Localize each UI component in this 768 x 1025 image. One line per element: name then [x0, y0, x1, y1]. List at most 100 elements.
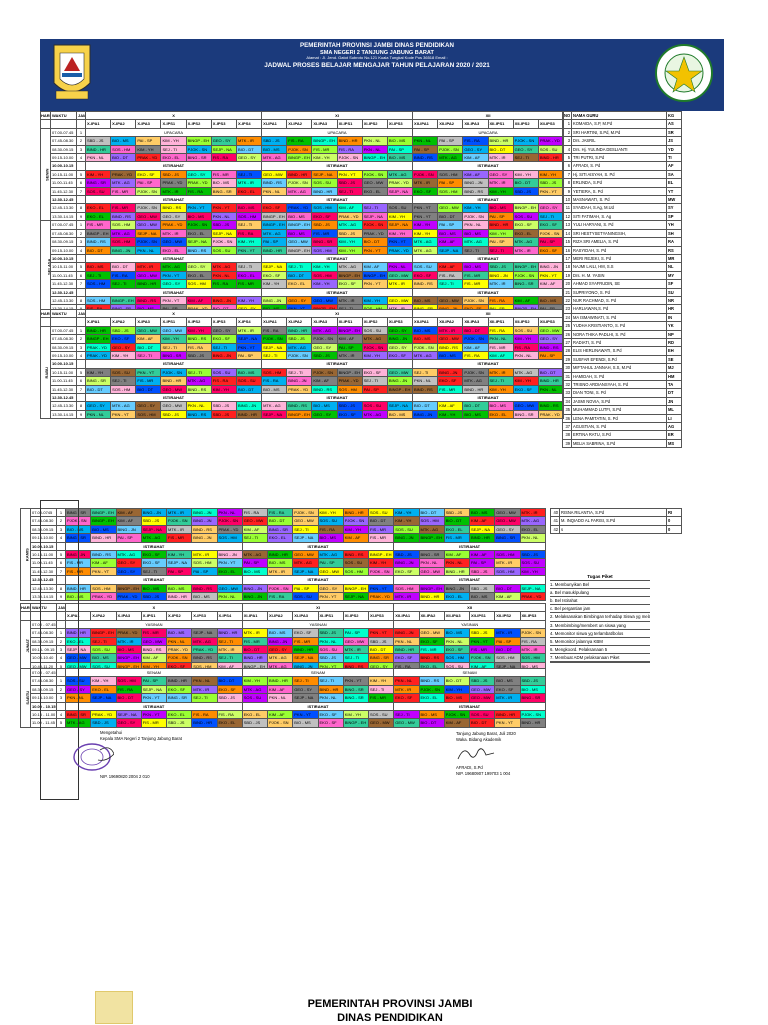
lesson-cell: PJOK - SN — [361, 220, 388, 230]
lesson-cell: BIO - MS — [90, 653, 117, 663]
lesson-cell: GEO - MW — [468, 693, 496, 703]
lesson-cell: BIND - HR — [84, 144, 112, 155]
teacher-no: 35 — [562, 405, 572, 415]
lesson-cell: PJOK - SN — [185, 220, 212, 230]
lesson-cell: SEJP - NA — [261, 409, 288, 420]
class-header-xii-ipa1: XII-IPA1 — [412, 317, 439, 327]
lesson-cell: FIS - MR — [367, 524, 395, 535]
lesson-cell: FIS - RA — [185, 186, 212, 197]
lesson-cell: KIM - AF — [342, 533, 370, 543]
class-header-x-ipa2: X-IPA2 — [110, 119, 137, 129]
lesson-cell: KIM - YH — [185, 325, 212, 336]
lesson-cell: EKO - SF — [512, 220, 539, 230]
lesson-cell: SOS - SU — [412, 262, 439, 272]
lesson-cell: MTK - IR — [412, 178, 439, 188]
lesson-cell: PKN - YT — [216, 558, 243, 568]
lesson-cell: SOS - HM — [84, 295, 112, 306]
lesson-cell: BIO - MS — [235, 367, 263, 378]
lesson-cell: MTK - AG — [286, 186, 313, 197]
time-cell: 07.45-08.30 — [50, 228, 77, 239]
lesson-cell: PRAK - YD — [160, 220, 187, 230]
class-header-xi-ipa3: XI-IPA3 — [311, 317, 338, 327]
lesson-cell: FIS - RA — [261, 376, 288, 386]
lesson-cell: PKN - NL — [393, 636, 420, 647]
lesson-cell: SBD - JS — [367, 636, 395, 647]
lesson-cell: EKO - SF — [494, 684, 521, 695]
lesson-cell: SEJ - TI — [110, 279, 137, 289]
lesson-cell: BIO - DT — [266, 516, 294, 526]
lesson-cell: SOS - HM — [494, 566, 521, 577]
lesson-cell: BING - JN — [210, 351, 237, 361]
lesson-cell: SOS - SU — [361, 401, 388, 411]
class-header-x-ips2: X-IPS2 — [165, 611, 193, 621]
lesson-cell: BIND - HR — [216, 628, 243, 638]
lesson-cell: KIM - AF — [512, 295, 539, 306]
class-header-xii-ipa1: XII-IPA1 — [412, 119, 439, 129]
lesson-cell: SBD - JS — [84, 136, 112, 146]
lesson-cell: KIM - AF — [311, 376, 338, 386]
teacher-code: RS — [666, 245, 682, 255]
lesson-cell: KIM - YH — [311, 279, 338, 289]
lesson-cell: GEO - MW — [386, 270, 414, 281]
lesson-cell: BIO - MS — [311, 401, 338, 411]
lesson-cell: BIO - MS — [412, 295, 439, 306]
lesson-cell: SOS - SU — [317, 516, 344, 526]
lesson-cell: SEJ - TI — [261, 351, 288, 361]
lesson-cell: PJOK - SN — [519, 710, 546, 720]
class-header-x-ipa3: X-IPA3 — [135, 317, 162, 327]
lesson-cell: EKO - EL — [90, 684, 117, 695]
lesson-cell: SEJ - TI — [512, 153, 539, 163]
day-label: RABU — [44, 366, 50, 379]
class-header-xii-ipa3: XII-IPA3 — [462, 119, 489, 129]
lesson-cell: BIND - HR — [418, 592, 445, 602]
lesson-cell: PJOK - SN — [361, 169, 388, 180]
lesson-cell: PJOK - SN — [286, 178, 313, 188]
lesson-cell: BINGP - EH — [110, 295, 137, 306]
lesson-cell: KIM - YH — [241, 676, 269, 686]
class-header-xii-ipa2: XII-IPA2 — [437, 317, 464, 327]
lesson-cell: FIS - RA — [487, 295, 514, 306]
lesson-cell: PJOK - SN — [519, 628, 546, 638]
lesson-cell: MTK - AG — [261, 228, 288, 239]
lesson-cell: BIO - DT — [437, 211, 464, 222]
lesson-cell: SOS - SU — [90, 645, 117, 655]
ist-cell: ISTIRAHAT — [261, 195, 414, 205]
lesson-cell: BIO - MS — [537, 295, 565, 306]
lesson-cell: SEJP - NA — [235, 334, 263, 344]
lesson-cell: SEJ - TI — [235, 220, 263, 230]
lesson-cell: SEJ - TI — [487, 245, 514, 255]
lesson-cell: BING - JN — [210, 295, 237, 306]
lesson-cell: BIND - RS — [110, 211, 137, 222]
time-cell: 10.15-11.00 — [50, 169, 77, 180]
lesson-cell: MTK - IR — [160, 186, 187, 197]
lesson-cell: SOS - SU — [367, 710, 395, 720]
lesson-cell: PKN - NL — [462, 220, 489, 230]
lesson-cell: GEO - MW — [317, 566, 344, 577]
lesson-cell: BIO - MS — [90, 524, 117, 535]
lesson-cell: PJOK - SN — [160, 367, 187, 378]
class-header-xii-ips3: XII-IPS3 — [537, 119, 565, 129]
lesson-cell: BIO - MS — [487, 203, 514, 213]
lesson-cell: FIS - MR — [135, 376, 162, 386]
signature-left: Mengetahui Kepala SMA Negeri 2 Tanjung J… — [73, 730, 260, 780]
lesson-cell: BIND - HR — [292, 645, 319, 655]
lesson-cell: BIND - HR — [165, 592, 193, 602]
lesson-cell: EKO - EL — [165, 710, 193, 720]
lesson-cell: SBD - JS — [216, 693, 243, 703]
class-header-xi-ipa1: XI-IPA1 — [261, 317, 288, 327]
lesson-cell: SBD - JS — [468, 566, 496, 577]
lesson-cell: PKN - YT — [412, 203, 439, 213]
lesson-cell: BIO - MS — [418, 710, 445, 720]
col-nama-guru: NAMA GURU — [571, 110, 667, 121]
class-header-xii-ips2: XII-IPS2 — [512, 119, 539, 129]
lesson-cell: PAI - SP — [261, 237, 288, 247]
lesson-cell: FIS - RA — [437, 270, 464, 281]
teacher-code: SP — [666, 211, 682, 222]
lesson-cell: KIM - AF — [462, 169, 489, 180]
lesson-cell: KIM - YH — [160, 334, 187, 344]
grade-header: XII — [393, 602, 546, 613]
lesson-cell: EKO - SF — [537, 220, 565, 230]
teacher-no: 42 — [550, 524, 560, 535]
lesson-cell: PKN - NL — [418, 558, 445, 568]
time-cell: 12.45-13.30 — [50, 295, 77, 306]
